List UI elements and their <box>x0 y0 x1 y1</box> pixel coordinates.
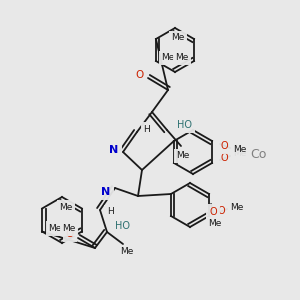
Text: O: O <box>66 229 74 239</box>
Text: O: O <box>209 207 217 217</box>
Text: Me: Me <box>161 53 175 62</box>
Text: Me: Me <box>176 53 189 62</box>
Text: HO: HO <box>116 221 130 231</box>
Text: Co: Co <box>250 148 266 161</box>
Text: Me: Me <box>59 202 73 211</box>
Text: N: N <box>101 187 111 197</box>
Text: HO: HO <box>178 120 193 130</box>
Text: Me: Me <box>230 202 244 211</box>
Text: Me: Me <box>233 146 247 154</box>
Text: Me: Me <box>176 152 190 160</box>
Text: Me: Me <box>120 248 134 256</box>
Text: O: O <box>136 70 144 80</box>
Text: H: H <box>106 208 113 217</box>
Text: H: H <box>144 124 150 134</box>
Text: Me: Me <box>171 34 185 43</box>
Text: Me: Me <box>62 224 76 233</box>
Text: N: N <box>110 145 118 155</box>
Text: O: O <box>220 153 228 163</box>
Text: Me: Me <box>208 220 222 229</box>
Text: O: O <box>217 206 225 216</box>
Text: O: O <box>220 141 228 151</box>
Text: Me: Me <box>48 224 62 233</box>
Text: Me: Me <box>233 149 247 158</box>
